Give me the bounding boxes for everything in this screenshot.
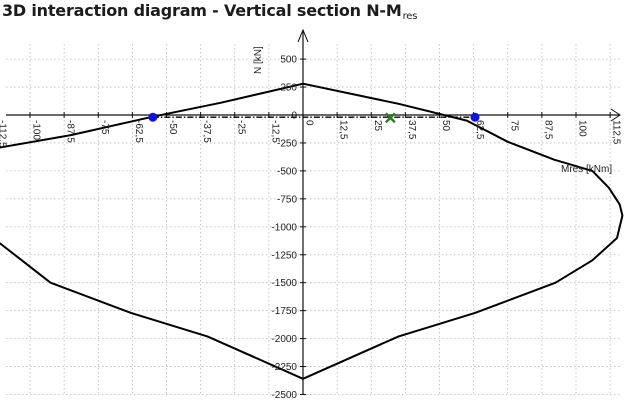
y-tick-label: -2500 <box>271 390 297 400</box>
chart-title: 3D interaction diagram - Vertical sectio… <box>2 1 417 22</box>
x-tick-label: -50 <box>167 120 178 135</box>
y-axis-arrowhead <box>297 28 309 43</box>
interaction-envelope <box>0 82 624 380</box>
y-tick-label: -1750 <box>271 306 297 317</box>
y-tick-label: -2250 <box>271 362 297 373</box>
y-tick-label: -250 <box>277 138 297 149</box>
x-tick-label: 112,5 <box>611 120 622 145</box>
grid-layer <box>6 44 620 395</box>
y-tick-label: -1500 <box>271 278 297 289</box>
y-tick-label: 500 <box>280 55 297 66</box>
x-tick-label: -62,5 <box>133 120 144 143</box>
y-tick-label: 0 <box>291 111 297 122</box>
x-tick-label: -12,5 <box>269 120 280 143</box>
load-point-stroke <box>385 112 396 124</box>
x-axis-arrowhead <box>610 108 621 122</box>
x-tick-label: -87,5 <box>65 120 76 143</box>
x-tick-label: -37,5 <box>201 120 212 143</box>
x-tick-label: -112,5 <box>0 120 7 148</box>
y-axis-title: N [kN] <box>253 46 264 74</box>
y-tick-label: -1000 <box>271 222 297 233</box>
x-tick-label: 87,5 <box>542 120 553 140</box>
x-tick-label: -75 <box>99 120 110 135</box>
x-tick-label: 62,5 <box>474 120 485 140</box>
y-tick-label: -500 <box>277 166 297 177</box>
x-tick-label: -25 <box>235 120 246 135</box>
y-tick-label: -2000 <box>271 334 297 345</box>
y-tick-label: 250 <box>280 83 297 94</box>
series-layer <box>0 82 624 380</box>
axes-layer <box>6 28 621 395</box>
y-tick-label: -1250 <box>271 250 297 261</box>
x-tick-label: 25 <box>372 120 383 132</box>
tick-label-layer: -112,5 -100 -87,5 -75 -62,5 -50 -37,5 -25 -12,5 0… <box>0 46 622 400</box>
x-tick-label: 0 <box>304 120 315 126</box>
capacity-point <box>148 112 158 122</box>
x-axis-title: Mres [kNm] <box>561 164 612 175</box>
chart-title-subscript: res <box>402 11 418 22</box>
x-tick-label: 12,5 <box>338 120 349 140</box>
capacity-point <box>470 112 480 122</box>
y-tick-label: -750 <box>277 194 297 205</box>
x-tick-label: 75 <box>508 120 519 132</box>
x-tick-label: 50 <box>440 120 451 132</box>
x-tick-label: -100 <box>31 120 42 140</box>
load-point-marker <box>385 112 396 124</box>
x-tick-label: 37,5 <box>406 120 417 140</box>
chart-title-main: 3D interaction diagram - Vertical sectio… <box>2 1 402 20</box>
x-tick-label: 100 <box>577 120 588 137</box>
